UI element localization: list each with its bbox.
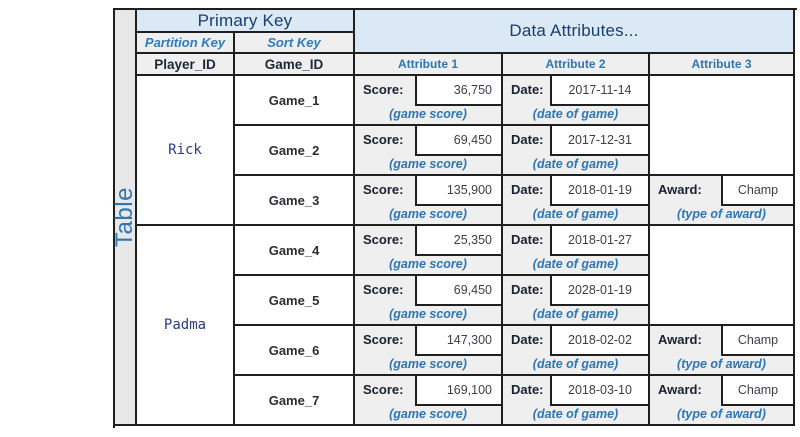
score-hint: (game score) [389, 107, 467, 121]
player-cell-rick: Rick [137, 76, 235, 226]
score-value-box: 36,750 [415, 76, 501, 106]
date-hint: (date of game) [532, 157, 619, 171]
award-hint: (type of award) [677, 207, 766, 221]
score-value-box: 25,350 [415, 226, 501, 256]
date-label: Date: [511, 132, 544, 147]
partition-key-header: Partition Key [137, 33, 235, 54]
data-attributes-header: Data Attributes... [355, 10, 795, 54]
player-cell-padma: Padma [137, 226, 235, 426]
score-label: Score: [363, 382, 404, 397]
date-cell: Date: 2018-01-27 (date of game) [503, 226, 650, 276]
game-cell: Game_3 [235, 176, 355, 226]
score-hint: (game score) [389, 157, 467, 171]
score-hint: (game score) [389, 357, 467, 371]
game-cell: Game_5 [235, 276, 355, 326]
score-label: Score: [363, 332, 404, 347]
date-hint: (date of game) [532, 107, 619, 121]
score-hint: (game score) [389, 207, 467, 221]
award-cell: Award: Champ (type of award) [650, 176, 795, 226]
award-label: Award: [658, 182, 702, 197]
date-label: Date: [511, 282, 544, 297]
score-label: Score: [363, 232, 404, 247]
date-cell: Date: 2018-01-19 (date of game) [503, 176, 650, 226]
award-label: Award: [658, 382, 702, 397]
award-value-box: Champ [721, 176, 793, 206]
score-value-box: 147,300 [415, 326, 501, 356]
date-value-box: 2028-01-19 [550, 276, 648, 306]
date-value-box: 2018-01-19 [550, 176, 648, 206]
date-value-box: 2018-02-02 [550, 326, 648, 356]
date-hint: (date of game) [532, 407, 619, 421]
score-label: Score: [363, 182, 404, 197]
score-value-box: 169,100 [415, 376, 501, 406]
award-cell: Award: Champ (type of award) [650, 376, 795, 426]
score-value-box: 69,450 [415, 126, 501, 156]
date-label: Date: [511, 82, 544, 97]
award-cell: Award: Champ (type of award) [650, 326, 795, 376]
score-label: Score: [363, 282, 404, 297]
score-hint: (game score) [389, 307, 467, 321]
score-hint: (game score) [389, 257, 467, 271]
date-label: Date: [511, 382, 544, 397]
attribute-3-header: Attribute 3 [650, 54, 795, 76]
date-hint: (date of game) [532, 257, 619, 271]
award-value-box: Champ [721, 376, 793, 406]
game-cell: Game_4 [235, 226, 355, 276]
date-value-box: 2017-11-14 [550, 76, 648, 106]
score-cell: Score: 147,300 (game score) [355, 326, 503, 376]
date-cell: Date: 2018-02-02 (date of game) [503, 326, 650, 376]
table-side-column: Table [111, 10, 138, 426]
score-cell: Score: 25,350 (game score) [355, 226, 503, 276]
score-cell: Score: 135,900 (game score) [355, 176, 503, 226]
score-cell: Score: 36,750 (game score) [355, 76, 503, 126]
score-cell: Score: 169,100 (game score) [355, 376, 503, 426]
award-hint: (type of award) [677, 357, 766, 371]
score-value-box: 69,450 [415, 276, 501, 306]
attribute-1-header: Attribute 1 [355, 54, 503, 76]
game-cell: Game_2 [235, 126, 355, 176]
date-value-box: 2017-12-31 [550, 126, 648, 156]
game-id-header: Game_ID [235, 54, 355, 76]
empty-attribute-cell [650, 76, 795, 176]
date-cell: Date: 2017-11-14 (date of game) [503, 76, 650, 126]
date-value-box: 2018-01-27 [550, 226, 648, 256]
score-cell: Score: 69,450 (game score) [355, 126, 503, 176]
date-hint: (date of game) [532, 307, 619, 321]
game-cell: Game_7 [235, 376, 355, 426]
award-hint: (type of award) [677, 407, 766, 421]
player-id-header: Player_ID [137, 54, 235, 76]
table-structure: Table Primary Key Data Attributes... Par… [111, 8, 797, 428]
date-hint: (date of game) [532, 207, 619, 221]
date-label: Date: [511, 232, 544, 247]
primary-key-header: Primary Key [137, 10, 355, 33]
sort-key-header: Sort Key [235, 33, 355, 54]
table-side-label: Table [111, 187, 138, 247]
score-label: Score: [363, 82, 404, 97]
date-hint: (date of game) [532, 357, 619, 371]
game-cell: Game_1 [235, 76, 355, 126]
date-cell: Date: 2028-01-19 (date of game) [503, 276, 650, 326]
date-label: Date: [511, 182, 544, 197]
award-label: Award: [658, 332, 702, 347]
game-cell: Game_6 [235, 326, 355, 376]
score-cell: Score: 69,450 (game score) [355, 276, 503, 326]
award-value-box: Champ [721, 326, 793, 356]
score-value-box: 135,900 [415, 176, 501, 206]
date-cell: Date: 2017-12-31 (date of game) [503, 126, 650, 176]
empty-attribute-cell [650, 226, 795, 326]
date-label: Date: [511, 332, 544, 347]
score-hint: (game score) [389, 407, 467, 421]
date-value-box: 2018-03-10 [550, 376, 648, 406]
attribute-2-header: Attribute 2 [503, 54, 650, 76]
score-label: Score: [363, 132, 404, 147]
date-cell: Date: 2018-03-10 (date of game) [503, 376, 650, 426]
